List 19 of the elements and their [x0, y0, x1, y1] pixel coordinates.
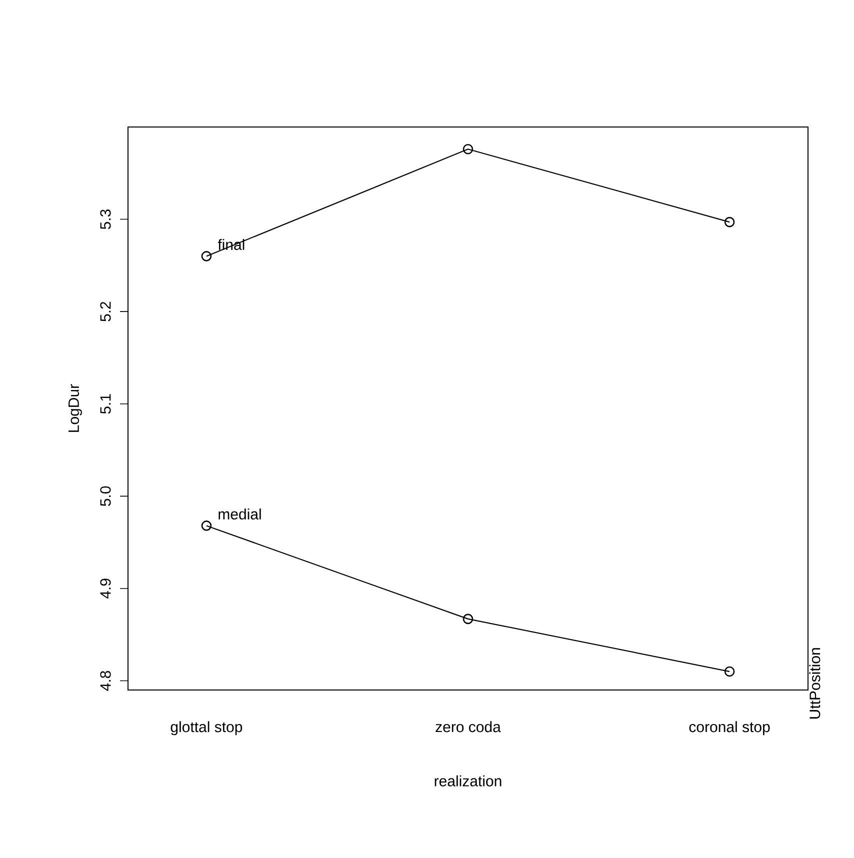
x-tick-label: glottal stop	[170, 721, 242, 736]
x-axis-title: realization	[434, 775, 502, 786]
y-tick-label: 5.0	[100, 486, 111, 506]
point	[462, 144, 474, 154]
point	[201, 251, 212, 262]
y-tick-label: 4.8	[100, 670, 111, 691]
point	[462, 614, 474, 624]
x-tick-label: zero coda	[436, 721, 501, 732]
y-tick-label: 5.3	[100, 210, 111, 230]
y-tick-label: 5.1	[100, 394, 111, 414]
y-tick-label: 4.9	[100, 578, 111, 599]
series-label: medial	[218, 508, 261, 520]
legend-title: UttPosition	[809, 648, 820, 719]
x-tick-label: coronal stop	[689, 721, 770, 736]
point	[201, 520, 212, 531]
point	[724, 216, 735, 228]
point	[724, 666, 735, 677]
y-axis-title: LogDur	[68, 384, 82, 432]
y-tick-label: 5.2	[100, 302, 111, 322]
